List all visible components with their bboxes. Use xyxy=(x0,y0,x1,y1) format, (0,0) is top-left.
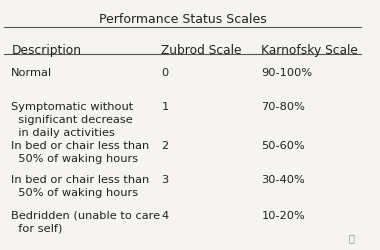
Text: Performance Status Scales: Performance Status Scales xyxy=(99,13,267,26)
Text: 0: 0 xyxy=(162,68,169,78)
Text: Zubrod Scale: Zubrod Scale xyxy=(162,44,242,57)
Text: Bedridden (unable to care
  for self): Bedridden (unable to care for self) xyxy=(11,211,160,234)
Text: Karnofsky Scale: Karnofsky Scale xyxy=(261,44,358,57)
Text: 2: 2 xyxy=(162,141,168,151)
Text: ⎙: ⎙ xyxy=(348,234,354,243)
Text: 10-20%: 10-20% xyxy=(261,211,305,221)
Text: Normal: Normal xyxy=(11,68,52,78)
Text: 30-40%: 30-40% xyxy=(261,174,305,184)
Text: Description: Description xyxy=(11,44,81,57)
Text: Symptomatic without
  significant decrease
  in daily activities: Symptomatic without significant decrease… xyxy=(11,102,133,139)
Text: 4: 4 xyxy=(162,211,168,221)
Text: 1: 1 xyxy=(162,102,169,112)
Text: 90-100%: 90-100% xyxy=(261,68,312,78)
Text: In bed or chair less than
  50% of waking hours: In bed or chair less than 50% of waking … xyxy=(11,174,150,198)
Text: 3: 3 xyxy=(162,174,169,184)
Text: 50-60%: 50-60% xyxy=(261,141,305,151)
Text: 70-80%: 70-80% xyxy=(261,102,305,112)
Text: In bed or chair less than
  50% of waking hours: In bed or chair less than 50% of waking … xyxy=(11,141,150,164)
